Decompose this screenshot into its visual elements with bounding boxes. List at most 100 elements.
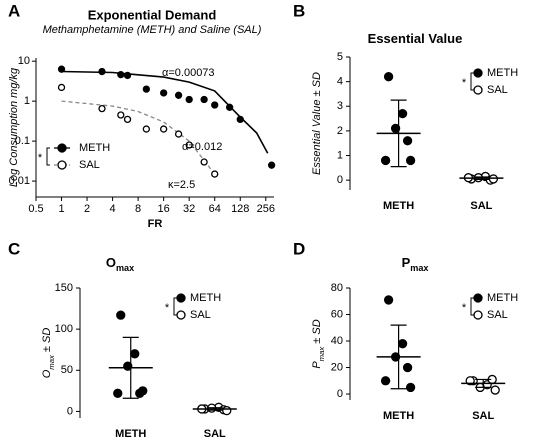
data-point (383, 72, 394, 82)
data-point (380, 155, 391, 166)
data-point (138, 386, 148, 396)
chart-title: Exponential Demand (88, 7, 217, 22)
panel-letter: B (293, 1, 305, 20)
data-point (117, 70, 125, 79)
data-point (383, 295, 394, 305)
y-tick-label: 0 (337, 388, 343, 400)
data-point (390, 123, 401, 134)
x-tick-label: 128 (231, 203, 249, 215)
data-point (211, 170, 219, 178)
y-axis-label-sub: max (317, 346, 326, 362)
data-point (123, 71, 132, 80)
legend-label: SAL (487, 309, 508, 321)
legend-marker (57, 160, 67, 170)
legend-marker (473, 85, 483, 95)
data-point (267, 161, 276, 169)
data-point (397, 339, 408, 349)
significance-mark: * (462, 77, 467, 89)
legend-label: METH (79, 142, 110, 154)
data-point (57, 83, 66, 92)
y-tick-label: 20 (331, 361, 343, 373)
data-point (117, 111, 125, 119)
data-point (211, 101, 219, 109)
x-tick-label: SAL (470, 200, 492, 212)
x-tick-label: 32 (183, 203, 195, 215)
data-point (142, 85, 150, 93)
y-axis-label-main: P (311, 361, 323, 369)
legend-label: METH (487, 67, 518, 79)
data-point (174, 91, 183, 99)
x-tick-label: 0.5 (28, 203, 43, 215)
data-point (490, 385, 500, 395)
fit-curve (61, 100, 216, 175)
data-point (402, 136, 413, 146)
panel-letter: D (293, 239, 305, 258)
x-tick-label: SAL (204, 428, 226, 440)
y-axis-label: Essential Value ± SD (311, 72, 323, 175)
y-tick-label: 5 (337, 51, 343, 63)
chart-title: Pmax (402, 255, 429, 273)
y-tick-label: 60 (331, 308, 343, 320)
legend-marker (473, 68, 483, 78)
data-point (200, 158, 208, 166)
annotation: α=0.012 (182, 141, 222, 153)
annotation: κ=2.5 (168, 179, 195, 191)
x-tick-label: 256 (257, 203, 275, 215)
x-tick-label: 8 (135, 203, 141, 215)
legend-label: SAL (190, 309, 211, 321)
x-tick-label: METH (115, 428, 146, 440)
chart-title-main: Essential Value (368, 31, 463, 46)
data-point (123, 115, 132, 124)
data-point (236, 115, 244, 124)
data-point (185, 141, 193, 149)
annotation: α=0.00073 (162, 67, 215, 79)
panel-letter: A (8, 1, 20, 20)
y-tick-label: 1 (337, 149, 343, 161)
y-tick-label: 0.01 (9, 175, 30, 187)
y-axis-label-main: Essential Value ± SD (311, 72, 323, 175)
data-point (130, 349, 140, 359)
y-axis-label-suffix: ± SD (311, 319, 323, 346)
y-tick-label: 50 (61, 364, 73, 376)
chart-title-main: O (106, 255, 116, 270)
data-point (405, 155, 416, 166)
legend-label: METH (487, 292, 518, 304)
data-point (174, 130, 183, 138)
chart-title: Essential Value (368, 31, 463, 46)
y-axis-label: Omax ± SD (41, 328, 56, 379)
data-point (200, 95, 208, 104)
x-tick-label: 1 (58, 203, 64, 215)
data-point (113, 388, 123, 398)
data-point (226, 103, 234, 111)
significance-mark: * (38, 152, 43, 164)
data-point (222, 405, 232, 416)
data-point (98, 104, 106, 113)
legend-marker (176, 310, 186, 320)
y-tick-label: 100 (55, 323, 73, 335)
data-point (185, 95, 193, 104)
data-point (160, 125, 168, 133)
legend-marker (473, 293, 483, 303)
y-tick-label: 40 (331, 335, 343, 347)
x-tick-label: 4 (110, 203, 116, 215)
significance-mark: * (462, 302, 467, 314)
y-tick-label: 2 (337, 125, 343, 137)
x-tick-label: 16 (158, 203, 170, 215)
chart-title-sub: max (116, 263, 134, 273)
y-axis-label-suffix: ± SD (41, 328, 53, 355)
y-axis-label: Log Consumption mg/kg (8, 67, 20, 187)
significance-bracket (470, 72, 474, 91)
y-tick-label: 0 (67, 405, 73, 417)
x-tick-label: METH (383, 200, 414, 212)
data-point (397, 108, 408, 119)
y-tick-label: 10 (18, 55, 30, 67)
significance-bracket (470, 297, 474, 316)
x-tick-label: SAL (472, 410, 494, 422)
chart-subtitle: Methamphetamine (METH) and Saline (SAL) (43, 24, 262, 36)
data-point (402, 362, 413, 373)
data-point (142, 125, 150, 133)
legend-marker (57, 143, 67, 153)
y-axis-label: Pmax ± SD (311, 319, 326, 368)
chart-title: Omax (106, 255, 134, 273)
